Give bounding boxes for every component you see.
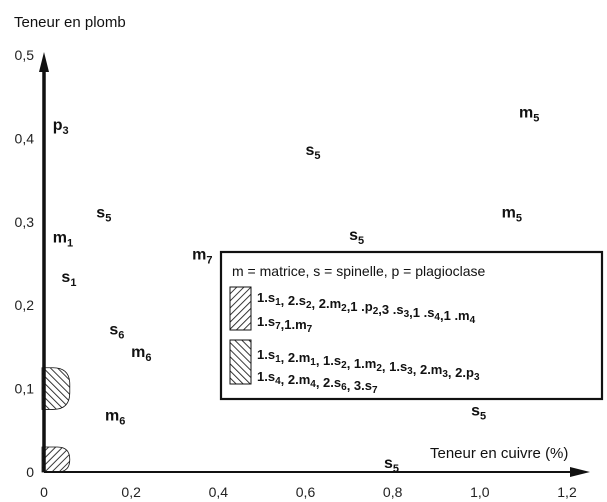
point-s5: s5 (96, 205, 111, 225)
x-tick-label: 1,2 (557, 484, 577, 500)
point-m6: m6 (105, 407, 125, 427)
point-s1: s1 (61, 269, 76, 289)
y-tick-label: 0,2 (15, 297, 35, 313)
point-s5: s5 (349, 227, 364, 247)
legend-entry-1-line-1: 1.s1, 2.s2, 2.m2,1 .p2,3 .s3,1 .s4,1 .m4 (257, 290, 476, 326)
point-s5: s5 (306, 142, 321, 162)
point-p3: p3 (53, 117, 69, 137)
x-tick-label: 1,0 (470, 484, 490, 500)
y-axis-arrow (39, 52, 49, 72)
hatched-regions (41, 367, 71, 473)
legend-entry-2-line-1: 1.s1, 2.m1, 1.s2, 1.m2, 1.s3, 2.m3, 2.p3 (257, 347, 480, 383)
hatched-region-hatch-down (41, 367, 71, 410)
legend: m = matrice, s = spinelle, p = plagiocla… (219, 250, 604, 401)
tick-labels: 0 0,2 0,4 0,6 0,8 1,0 1,2 0 0,1 0,2 0,3 0,4 0,5 (15, 47, 577, 500)
x-tick-label: 0,6 (296, 484, 316, 500)
point-s5: s5 (471, 402, 486, 422)
axes (39, 52, 590, 477)
x-axis-arrow (570, 467, 590, 477)
point-m5: m5 (519, 105, 539, 125)
data-points: p3 s5 m5 s5 m5 m1 s5 m7 s1 s6 m6 m6 s5 s5 (53, 105, 540, 475)
legend-entries: 1.s1, 2.s2, 2.m2,1 .p2,3 .s3,1 .s4,1 .m4… (257, 290, 480, 396)
legend-box (219, 250, 604, 401)
legend-entry-2-line-2: 1.s4, 2.m4, 2.s6, 3.s7 (257, 369, 378, 396)
legend-swatch-hatch-up (229, 286, 252, 331)
point-m6: m6 (131, 344, 151, 364)
hatched-region-hatch-up (41, 446, 71, 473)
y-tick-label: 0,3 (15, 214, 35, 230)
point-m1: m1 (53, 230, 73, 250)
legend-header: m = matrice, s = spinelle, p = plagiocla… (232, 263, 486, 279)
point-m7: m7 (192, 246, 212, 266)
x-tick-label: 0,8 (383, 484, 403, 500)
x-tick-label: 0 (40, 484, 48, 500)
x-axis-title: Teneur en cuivre (%) (430, 445, 568, 462)
point-s6: s6 (109, 321, 124, 341)
x-tick-label: 0,4 (209, 484, 229, 500)
legend-entry-1-line-2: 1.s7,1.m7 (257, 314, 313, 335)
x-tick-label: 0,2 (121, 484, 141, 500)
y-tick-label: 0,4 (15, 130, 35, 146)
legend-swatch-hatch-down (229, 339, 252, 385)
y-tick-label: 0,5 (15, 47, 35, 63)
y-axis-title: Teneur en plomb (14, 14, 126, 31)
y-tick-label: 0 (26, 464, 34, 480)
point-m5: m5 (502, 205, 522, 225)
y-tick-label: 0,1 (15, 381, 35, 397)
point-s5: s5 (384, 455, 399, 475)
